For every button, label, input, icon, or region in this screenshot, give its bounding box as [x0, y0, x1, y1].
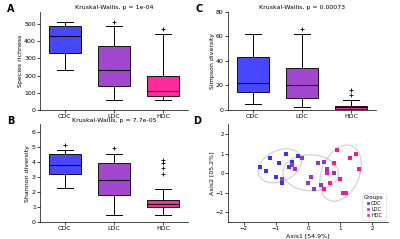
X-axis label: Axis1 [54.9%]: Axis1 [54.9%] [286, 233, 330, 238]
Point [282, 152, 289, 156]
Y-axis label: Shannon diversity: Shannon diversity [26, 145, 30, 202]
Point [311, 187, 318, 191]
PathPatch shape [335, 106, 367, 109]
Point [289, 160, 295, 163]
Text: B: B [8, 116, 15, 126]
Point [292, 168, 298, 171]
Point [321, 160, 327, 163]
Point [356, 168, 362, 171]
Point [340, 191, 346, 195]
Point [295, 154, 302, 158]
Point [337, 177, 343, 181]
Point [308, 175, 314, 179]
PathPatch shape [98, 163, 130, 195]
Point [330, 171, 337, 175]
Y-axis label: Simpson diversity: Simpson diversity [210, 33, 214, 89]
PathPatch shape [237, 57, 269, 92]
Title: Kruskal-Wallis, p = 0.00073: Kruskal-Wallis, p = 0.00073 [259, 5, 345, 10]
Point [353, 152, 359, 156]
PathPatch shape [49, 154, 81, 174]
Point [279, 181, 286, 185]
Point [321, 187, 327, 191]
Title: Kruskal-Wallis, p = 7.7e-05: Kruskal-Wallis, p = 7.7e-05 [72, 118, 156, 123]
Point [276, 162, 282, 165]
Point [257, 165, 263, 169]
Title: Kruskal-Wallis, p = 1e-04: Kruskal-Wallis, p = 1e-04 [75, 5, 153, 10]
Point [298, 156, 305, 159]
Point [314, 162, 321, 165]
Text: A: A [8, 4, 15, 14]
Text: C: C [196, 4, 203, 14]
PathPatch shape [98, 46, 130, 86]
Point [273, 175, 279, 179]
Point [279, 177, 286, 181]
PathPatch shape [147, 200, 179, 207]
Point [346, 156, 353, 159]
Point [286, 165, 292, 169]
Point [324, 168, 330, 171]
Text: D: D [193, 116, 201, 126]
Point [305, 181, 311, 185]
Point [343, 191, 350, 195]
PathPatch shape [147, 76, 179, 96]
Point [289, 163, 295, 167]
Point [330, 162, 337, 165]
Point [327, 181, 334, 185]
Point [324, 171, 330, 175]
Point [334, 148, 340, 152]
Legend: CDC, LDC, HDC: CDC, LDC, HDC [362, 193, 386, 220]
PathPatch shape [286, 68, 318, 98]
Point [266, 156, 273, 159]
PathPatch shape [49, 26, 81, 53]
Point [318, 183, 324, 187]
Y-axis label: Axis2 [05.2%]: Axis2 [05.2%] [209, 152, 214, 195]
Y-axis label: Species richness: Species richness [18, 35, 23, 87]
Point [263, 169, 270, 173]
